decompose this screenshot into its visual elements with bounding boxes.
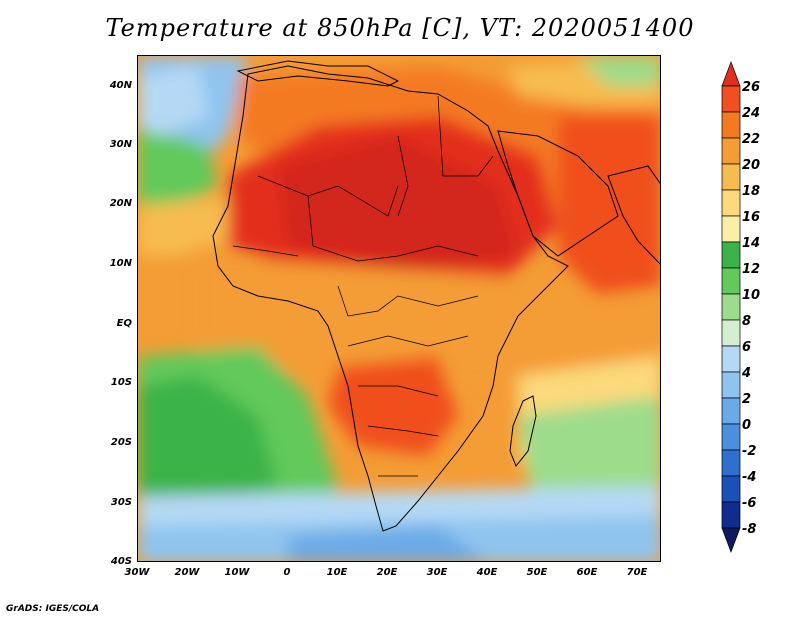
colorbar-swatch [721,241,741,269]
colorbar-swatch [721,85,741,113]
lon-label: 40E [476,567,498,578]
colorbar-swatch [721,137,741,165]
temperature-map [137,55,661,562]
colorbar-swatch [721,475,741,503]
lat-label: 40N [109,80,132,91]
colorbar-swatch [721,293,741,321]
lat-label: 30N [109,139,132,150]
colorbar-top-triangle [721,61,741,87]
lon-label: 70E [626,567,648,578]
lon-label: 30E [426,567,448,578]
colorbar-swatch [721,111,741,139]
lon-label: 0 [283,567,291,578]
lon-label: 50E [526,567,548,578]
credit-text: GrADS: IGES/COLA [6,604,100,614]
lon-label: 10W [224,567,250,578]
colorbar-label: 2 [742,392,752,407]
colorbar-swatch [721,423,741,451]
colorbar-label: 26 [742,80,761,95]
colorbar [721,61,741,553]
colorbar-swatches [721,61,741,553]
colorbar-swatch [721,267,741,295]
colorbar-label: 4 [742,366,752,381]
colorbar-label: 14 [742,236,761,251]
colorbar-label: -4 [742,470,757,485]
colorbar-label: 20 [742,158,761,173]
colorbar-label: 6 [742,340,752,355]
lat-label: 30S [110,497,132,508]
colorbar-swatch [721,371,741,399]
lat-label: 40S [110,556,132,567]
colorbar-label: 8 [742,314,752,329]
colorbar-label: -2 [742,444,757,459]
lon-label: 10E [326,567,348,578]
colorbar-label: 0 [742,418,752,433]
lon-label: 20W [174,567,200,578]
map-canvas [138,56,660,561]
country-borders [232,95,494,477]
colorbar-swatch [721,449,741,477]
colorbar-label: 12 [742,262,761,277]
colorbar-swatch [721,189,741,217]
colorbar-swatch [721,215,741,243]
lat-label: 10S [110,377,132,388]
lat-label: EQ [116,318,132,329]
chart-title: Temperature at 850hPa [C], VT: 202005140… [105,14,695,42]
colorbar-label: 24 [742,106,761,121]
lat-label: 20S [110,437,132,448]
lon-label: 30W [124,567,150,578]
colorbar-swatch [721,397,741,425]
coastlines [212,60,660,532]
colorbar-label: -8 [742,522,757,537]
colorbar-label: 10 [742,288,761,303]
lat-label: 10N [109,258,132,269]
colorbar-bottom-triangle [721,527,741,553]
colorbar-label: 16 [742,210,761,225]
colorbar-swatch [721,163,741,191]
colorbar-label: 22 [742,132,761,147]
lat-label: 20N [109,198,132,209]
colorbar-swatch [721,345,741,373]
colorbar-label: -6 [742,496,757,511]
colorbar-label: 18 [742,184,761,199]
lon-label: 20E [376,567,398,578]
lon-label: 60E [576,567,598,578]
colorbar-swatch [721,501,741,529]
colorbar-swatch [721,319,741,347]
